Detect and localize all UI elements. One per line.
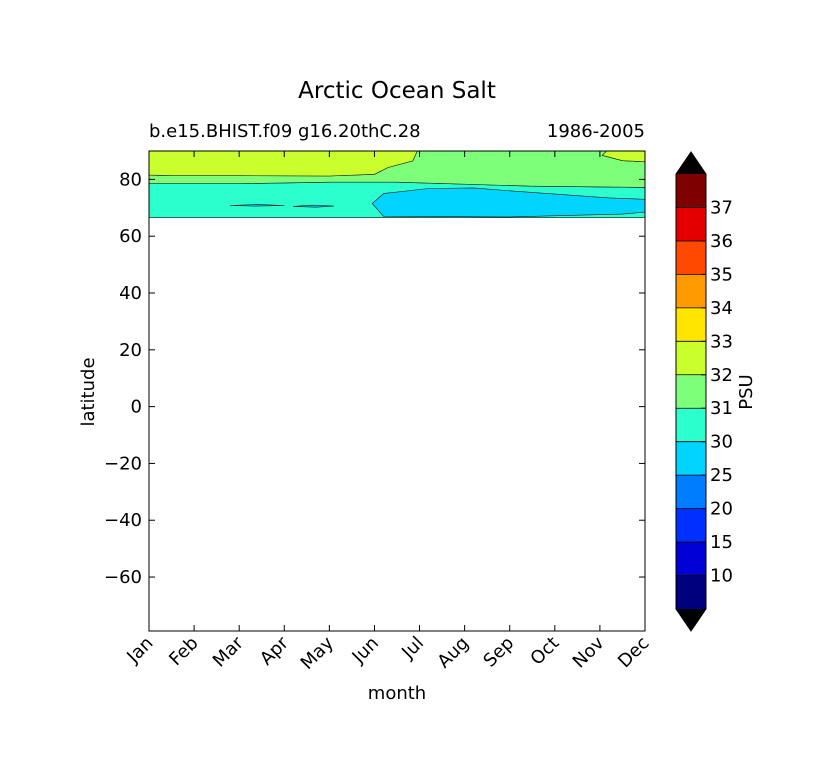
x-tick-label: Feb (165, 633, 202, 670)
x-tick-label: Apr (256, 632, 293, 669)
contour-salinity-25-30-patch-a (230, 204, 285, 207)
y-tick-label: 40 (119, 283, 142, 304)
colorbar-tick-label: 34 (710, 298, 733, 319)
x-tick-label: Jan (122, 633, 157, 668)
colorbar-swatch (676, 240, 706, 275)
y-tick-label: −40 (104, 510, 142, 531)
colorbar-tick-label: 25 (710, 465, 733, 486)
x-tick-label: Oct (526, 633, 563, 670)
colorbar (675, 151, 707, 632)
chart-subtitle-right: 1986-2005 (547, 121, 645, 142)
x-tick-label: Mar (209, 632, 248, 671)
y-tick-labels: 80 60 40 20 0 −20 −40 −60 (104, 169, 142, 588)
colorbar-swatch (676, 341, 706, 375)
contour-salinity-32-33 (149, 151, 418, 177)
x-axis-label: month (368, 683, 426, 704)
x-tick-label: Dec (614, 633, 653, 672)
chart-subtitle-left: b.e15.BHIST.f09 g16.20thC.28 (149, 121, 421, 142)
colorbar-extend-low (676, 609, 706, 631)
colorbar-extend-high (676, 152, 706, 174)
colorbar-tick-label: 15 (710, 532, 733, 553)
plot-frame (148, 150, 646, 632)
y-tick-label: 20 (119, 340, 142, 361)
x-tick-label: Aug (433, 633, 473, 673)
x-tick-labels: Jan Feb Mar Apr May Jun Jul Aug Sep Oct Nov Dec (122, 632, 653, 674)
contour-salinity-32-33-dec (601, 151, 645, 163)
colorbar-tick-label: 35 (710, 264, 733, 285)
y-tick-label: 0 (131, 397, 142, 418)
colorbar-swatch (676, 508, 706, 543)
colorbar-tick-label: 33 (710, 331, 733, 352)
colorbar-swatch (676, 307, 706, 342)
colorbar-tick-label: 32 (710, 365, 733, 386)
x-tick-label: Sep (479, 633, 518, 672)
colorbar-tick-label: 31 (710, 398, 733, 419)
colorbar-tick-label: 20 (710, 499, 733, 520)
colorbar-swatch (676, 174, 706, 208)
colorbar-swatch (676, 207, 706, 241)
plot-background (149, 151, 645, 631)
chart-title: Arctic Ocean Salt (298, 78, 496, 104)
y-tick-label: 60 (119, 226, 142, 247)
contour-salinity-25-30-patch-b (293, 204, 334, 208)
colorbar-swatch (676, 374, 706, 409)
x-tick-label: Nov (569, 632, 609, 672)
contour-salinity-25-30-main (371, 187, 645, 218)
colorbar-tick-label: 30 (710, 432, 733, 453)
colorbar-swatch (676, 542, 706, 576)
y-axis-label: latitude (78, 357, 99, 426)
colorbar-tick-labels: 10 15 20 25 30 31 32 33 34 35 36 37 (701, 197, 733, 587)
y-tick-label: 80 (119, 169, 142, 190)
colorbar-swatch (676, 475, 706, 509)
colorbar-tick-label: 37 (710, 197, 733, 218)
y-tick-label: −20 (104, 453, 142, 474)
colorbar-swatch (676, 408, 706, 442)
colorbar-swatch (676, 274, 706, 308)
colorbar-tick-label: 36 (710, 231, 733, 252)
x-tick-label: Jul (397, 633, 428, 664)
y-tick-label: −60 (104, 567, 142, 588)
x-tick-label: May (297, 632, 338, 673)
plot-area (148, 150, 646, 632)
colorbar-tick-label: 10 (710, 566, 733, 587)
colorbar-swatch (676, 575, 706, 609)
contour-fills (149, 151, 645, 218)
colorbar-label: PSU (736, 374, 757, 409)
x-tick-label: Jun (348, 633, 383, 668)
colorbar-outline (675, 151, 707, 632)
colorbar-swatch (676, 441, 706, 476)
